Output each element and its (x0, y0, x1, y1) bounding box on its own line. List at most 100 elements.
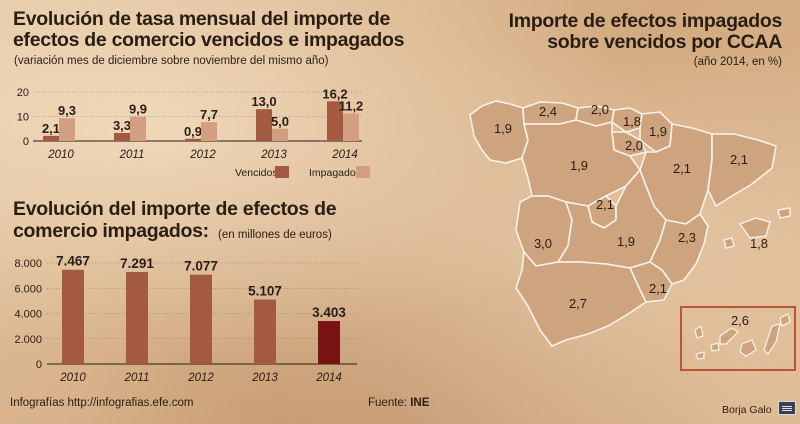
footer-credits: Infografías http://infografias.efe.com (10, 397, 194, 409)
chart1-category-label: 2014 (331, 149, 358, 161)
chart1-value-label: 11,2 (339, 99, 364, 114)
chart2-category-label: 2013 (251, 372, 278, 384)
island-menorca (777, 207, 791, 219)
map-label-extremadura: 3,0 (534, 236, 552, 251)
chart1-bar-vencidos-2013 (256, 109, 272, 141)
map-label-arag-n: 2,1 (673, 161, 691, 176)
region-cataluna (707, 133, 777, 207)
chart1-legend-impagados-swatch (356, 166, 370, 178)
chart2-category-label: 2014 (315, 372, 342, 384)
chart2-value-label: 7.291 (120, 256, 154, 271)
chart2-value-label: 7.077 (184, 259, 218, 274)
map-label-castilla-la-mancha: 1,9 (617, 234, 635, 249)
chart1-bar-vencidos-2010 (43, 135, 59, 141)
map-label-comunidad-valenciana: 2,3 (678, 230, 696, 245)
chart2-value-label: 7.467 (56, 254, 90, 269)
map-value-labels: 1,9 2,4 2,0 1,8 1,9 2,0 1,9 2,1 2,1 2,1 3,0 1,9 2,3 1… (494, 102, 768, 328)
chart1-category-label: 2012 (189, 149, 216, 161)
map-label-cantabria: 2,0 (591, 102, 609, 117)
map-label-castilla-y-le-n: 1,9 (570, 158, 588, 173)
chart2-category-label: 2012 (187, 372, 214, 384)
island-gran-canaria (739, 339, 757, 357)
island-la-palma (694, 325, 704, 339)
chart2-ytick-label: 0 (36, 359, 42, 371)
chart1-category-label: 2010 (47, 149, 74, 161)
chart2-ytick-label: 6.000 (14, 283, 42, 295)
canarias-islands (694, 313, 791, 360)
chart1-value-label: 9,3 (58, 103, 76, 118)
chart1-legend-impagados-label: Impagados (309, 167, 361, 179)
island-fuerteventura (763, 323, 781, 355)
map-title: Importe de efectos impagados sobre venci… (508, 10, 783, 53)
chart2-bar-2013 (254, 299, 276, 364)
chart1-value-label: 9,9 (129, 102, 147, 117)
map-label-canarias: 2,6 (731, 313, 749, 328)
chart1-category-label: 2013 (260, 149, 287, 161)
chart1-bar-vencidos-2014 (327, 101, 343, 141)
chart1-value-label: 7,7 (200, 107, 218, 122)
map-title-line2: sobre vencidos por CCAA (547, 31, 782, 53)
efe-logo-icon (778, 401, 796, 415)
chart1-bar-impagados-2010 (59, 118, 75, 141)
chart1-value-label: 5,0 (271, 114, 289, 129)
map-subtitle: (año 2014, en %) (693, 56, 782, 68)
chart1-bar-vencidos-2011 (114, 132, 130, 141)
map-label-asturias: 2,4 (539, 104, 557, 119)
source-value: INE (410, 397, 430, 409)
chart1-bar-vencidos-2012 (185, 138, 201, 141)
map-label-baleares: 1,8 (750, 236, 768, 251)
region-andalucia (515, 251, 647, 347)
map-title-line1: Importe de efectos impagados (508, 10, 783, 32)
chart1-legend-vencidos-label: Vencidos (235, 167, 278, 179)
chart1-value-label: 2,1 (42, 121, 60, 136)
chart1-category-label: 2011 (119, 149, 145, 161)
chart2-value-label: 5.107 (248, 284, 282, 299)
map-label-murcia: 2,1 (649, 281, 667, 296)
chart1-ytick-label: 0 (23, 136, 29, 148)
chart1-ytick-label: 10 (17, 112, 29, 124)
chart2-bar-2014 (318, 321, 340, 364)
map-label-madrid: 2,1 (596, 197, 614, 212)
chart1-ytick-label: 20 (17, 87, 29, 99)
island-mallorca (738, 217, 771, 239)
map-label-navarra: 1,9 (649, 124, 667, 139)
chart2-bar-2011 (126, 271, 148, 364)
chart2-ytick-label: 4.000 (14, 309, 42, 321)
chart2-ytick-label: 2.000 (14, 334, 42, 346)
map-regions (469, 100, 777, 347)
island-el-hierro (695, 351, 705, 360)
island-la-gomera (710, 342, 720, 352)
chart2-value-label: 3.403 (312, 305, 346, 320)
chart2-subtitle: (en millones de euros) (218, 229, 332, 241)
island-ibiza (723, 237, 735, 249)
chart1-title-text: Evolución de tasa mensual del importe de… (13, 8, 405, 51)
chart1-value-label: 0,9 (184, 124, 202, 139)
map-label-andaluc-a: 2,7 (569, 296, 587, 311)
chart2-category-label: 2011 (124, 372, 150, 384)
island-tenerife (719, 327, 739, 345)
footer-source: Fuente: INE (368, 397, 429, 409)
chart2-ytick-label: 8.000 (14, 258, 42, 270)
chart1-bar-impagados-2014 (343, 113, 359, 141)
baleares-islands (723, 207, 791, 249)
author: Borja Galo (722, 404, 772, 416)
map-label-galicia: 1,9 (494, 121, 512, 136)
chart2-bar-2012 (190, 274, 212, 364)
chart1-legend-vencidos-swatch (275, 166, 289, 178)
map-label-catalu-a: 2,1 (730, 152, 748, 167)
chart2-bar-2010 (62, 269, 84, 364)
map-label-la-rioja: 2,0 (625, 138, 643, 153)
chart1-title: Evolución de tasa mensual del importe de… (13, 9, 408, 51)
source-label: Fuente: (368, 397, 407, 409)
island-lanzarote (779, 313, 791, 327)
chart2-title: Evolución del importe de efectos de come… (13, 198, 363, 242)
chart1-bar-impagados-2012 (201, 122, 217, 141)
chart2-category-label: 2010 (59, 372, 86, 384)
map-label-pa-s-vasco: 1,8 (623, 114, 641, 129)
chart1-value-label: 3,3 (113, 118, 131, 133)
chart1-bar-impagados-2011 (130, 116, 146, 141)
chart1-value-label: 13,0 (251, 94, 276, 109)
